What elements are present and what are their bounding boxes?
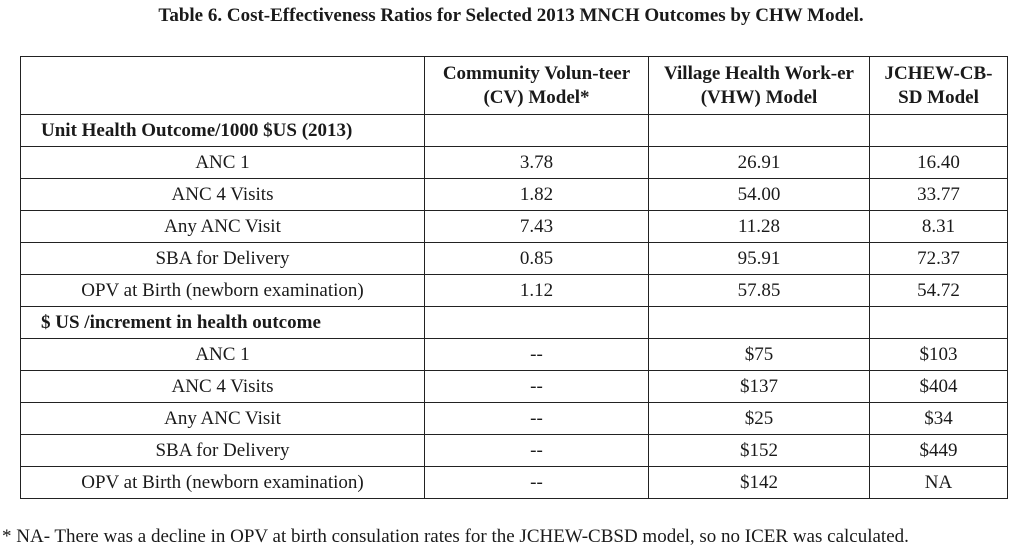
vhw-model-cell: $25 — [648, 402, 870, 435]
jchew-model-cell: 8.31 — [869, 210, 1008, 243]
outcome-cell: OPV at Birth (newborn examination) — [20, 466, 425, 499]
jchew-model-cell: 54.72 — [869, 274, 1008, 307]
vhw-model-cell: $137 — [648, 370, 870, 403]
outcome-cell: ANC 1 — [20, 146, 425, 179]
vhw-model-cell: 57.85 — [648, 274, 870, 307]
jchew-model-cell: $34 — [869, 402, 1008, 435]
header-cell-vhw-model: Village Health Work-er (VHW) Model — [648, 56, 870, 115]
footnote: * NA- There was a decline in OPV at birt… — [2, 526, 909, 547]
cv-model-cell: -- — [424, 338, 649, 371]
outcome-cell: ANC 4 Visits — [20, 178, 425, 211]
jchew-model-cell: NA — [869, 466, 1008, 499]
section-empty-cell — [648, 306, 870, 339]
vhw-model-cell: 11.28 — [648, 210, 870, 243]
section-empty-cell — [424, 114, 649, 147]
cv-model-cell: -- — [424, 434, 649, 467]
vhw-model-cell: $152 — [648, 434, 870, 467]
section-empty-cell — [424, 306, 649, 339]
vhw-model-cell: 95.91 — [648, 242, 870, 275]
cv-model-cell: -- — [424, 402, 649, 435]
section-empty-cell — [869, 306, 1008, 339]
table-row: SBA for Delivery -- $152 $449 — [20, 434, 1008, 467]
header-cell-cv-model: Community Volun-teer (CV) Model* — [424, 56, 649, 115]
cv-model-cell: -- — [424, 370, 649, 403]
cv-model-cell: 7.43 — [424, 210, 649, 243]
outcome-cell: SBA for Delivery — [20, 242, 425, 275]
outcome-cell: ANC 1 — [20, 338, 425, 371]
table-row: OPV at Birth (newborn examination) 1.12 57… — [20, 274, 1008, 307]
jchew-model-cell: $103 — [869, 338, 1008, 371]
table-row: ANC 4 Visits -- $137 $404 — [20, 370, 1008, 403]
table-row: ANC 1 3.78 26.91 16.40 — [20, 146, 1008, 179]
outcome-cell: OPV at Birth (newborn examination) — [20, 274, 425, 307]
table-row: OPV at Birth (newborn examination) -- $142… — [20, 466, 1008, 499]
table-row: ANC 1 -- $75 $103 — [20, 338, 1008, 371]
cost-effectiveness-table: Community Volun-teer (CV) Model* Village… — [20, 56, 1008, 499]
vhw-model-cell: $75 — [648, 338, 870, 371]
cv-model-cell: 0.85 — [424, 242, 649, 275]
jchew-model-cell: $449 — [869, 434, 1008, 467]
header-cell-jchew-model: JCHEW-CB-SD Model — [869, 56, 1008, 115]
cv-model-cell: -- — [424, 466, 649, 499]
cv-model-cell: 1.82 — [424, 178, 649, 211]
section-label: $ US /increment in health outcome — [20, 306, 425, 339]
table-title: Table 6. Cost-Effectiveness Ratios for S… — [158, 5, 864, 26]
vhw-model-cell: 54.00 — [648, 178, 870, 211]
table-row: Any ANC Visit 7.43 11.28 8.31 — [20, 210, 1008, 243]
vhw-model-cell: $142 — [648, 466, 870, 499]
table-row: Any ANC Visit -- $25 $34 — [20, 402, 1008, 435]
cv-model-cell: 3.78 — [424, 146, 649, 179]
table-row: ANC 4 Visits 1.82 54.00 33.77 — [20, 178, 1008, 211]
outcome-cell: Any ANC Visit — [20, 210, 425, 243]
outcome-cell: ANC 4 Visits — [20, 370, 425, 403]
jchew-model-cell: 33.77 — [869, 178, 1008, 211]
section-row: Unit Health Outcome/1000 $US (2013) — [20, 114, 1008, 147]
header-cell-outcome — [20, 56, 425, 115]
header-row: Community Volun-teer (CV) Model* Village… — [20, 56, 1008, 115]
table-row: SBA for Delivery 0.85 95.91 72.37 — [20, 242, 1008, 275]
section-empty-cell — [869, 114, 1008, 147]
vhw-model-cell: 26.91 — [648, 146, 870, 179]
jchew-model-cell: $404 — [869, 370, 1008, 403]
cv-model-cell: 1.12 — [424, 274, 649, 307]
jchew-model-cell: 16.40 — [869, 146, 1008, 179]
jchew-model-cell: 72.37 — [869, 242, 1008, 275]
section-row: $ US /increment in health outcome — [20, 306, 1008, 339]
outcome-cell: SBA for Delivery — [20, 434, 425, 467]
outcome-cell: Any ANC Visit — [20, 402, 425, 435]
section-empty-cell — [648, 114, 870, 147]
section-label: Unit Health Outcome/1000 $US (2013) — [20, 114, 425, 147]
